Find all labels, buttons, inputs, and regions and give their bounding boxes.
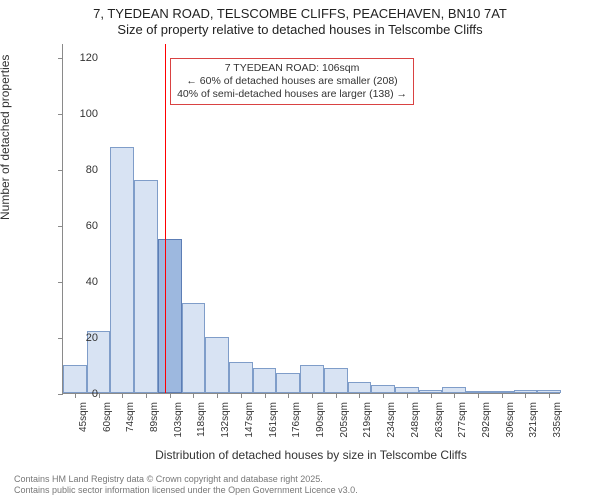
plot-area: 7 TYEDEAN ROAD: 106sqm← 60% of detached … — [62, 44, 560, 394]
xtick-label: 132sqm — [220, 402, 231, 438]
histogram-bar — [205, 337, 229, 393]
chart-container: 7, TYEDEAN ROAD, TELSCOMBE CLIFFS, PEACE… — [14, 6, 586, 39]
histogram-bar — [276, 373, 300, 393]
xtick-label: 161sqm — [268, 402, 279, 438]
ytick-mark — [58, 58, 63, 59]
xtick-mark — [478, 393, 479, 398]
ytick-label: 20 — [64, 332, 98, 344]
xtick-label: 176sqm — [291, 402, 302, 438]
ytick-label: 0 — [64, 388, 98, 400]
xtick-label: 292sqm — [481, 402, 492, 438]
annotation-box: 7 TYEDEAN ROAD: 106sqm← 60% of detached … — [170, 58, 414, 105]
ytick-mark — [58, 170, 63, 171]
ytick-mark — [58, 226, 63, 227]
histogram-bar — [253, 368, 277, 393]
ytick-label: 100 — [64, 108, 98, 120]
reference-line — [165, 44, 166, 393]
xtick-mark — [170, 393, 171, 398]
ytick-label: 120 — [64, 52, 98, 64]
histogram-bar — [158, 239, 182, 393]
ytick-label: 40 — [64, 276, 98, 288]
chart-title-line2: Size of property relative to detached ho… — [14, 22, 586, 38]
histogram-bar — [371, 385, 395, 393]
annotation-line3: 40% of semi-detached houses are larger (… — [177, 88, 407, 101]
xtick-label: 277sqm — [457, 402, 468, 438]
xtick-mark — [431, 393, 432, 398]
xtick-mark — [454, 393, 455, 398]
ytick-mark — [58, 394, 63, 395]
xtick-label: 45sqm — [78, 402, 89, 432]
xtick-mark — [146, 393, 147, 398]
xtick-mark — [549, 393, 550, 398]
xtick-mark — [99, 393, 100, 398]
xtick-label: 219sqm — [362, 402, 373, 438]
xtick-mark — [502, 393, 503, 398]
ytick-mark — [58, 338, 63, 339]
xtick-mark — [241, 393, 242, 398]
xtick-label: 147sqm — [244, 402, 255, 438]
xtick-mark — [122, 393, 123, 398]
x-axis-label: Distribution of detached houses by size … — [62, 448, 560, 462]
xtick-mark — [288, 393, 289, 398]
xtick-mark — [359, 393, 360, 398]
ytick-mark — [58, 114, 63, 115]
xtick-label: 248sqm — [410, 402, 421, 438]
histogram-bar — [348, 382, 372, 393]
histogram-bar — [300, 365, 324, 393]
xtick-label: 306sqm — [505, 402, 516, 438]
footer-attribution: Contains HM Land Registry data © Crown c… — [14, 474, 358, 497]
xtick-mark — [525, 393, 526, 398]
xtick-label: 205sqm — [339, 402, 350, 438]
xtick-mark — [407, 393, 408, 398]
xtick-label: 118sqm — [196, 402, 207, 437]
xtick-mark — [193, 393, 194, 398]
xtick-label: 103sqm — [173, 402, 184, 438]
chart-title-line1: 7, TYEDEAN ROAD, TELSCOMBE CLIFFS, PEACE… — [14, 6, 586, 22]
xtick-label: 60sqm — [102, 402, 113, 432]
histogram-bar — [110, 147, 134, 393]
xtick-label: 89sqm — [149, 402, 160, 432]
xtick-label: 190sqm — [315, 402, 326, 438]
ytick-label: 60 — [64, 220, 98, 232]
annotation-line2: ← 60% of detached houses are smaller (20… — [177, 75, 407, 88]
xtick-mark — [312, 393, 313, 398]
histogram-bar — [182, 303, 206, 393]
xtick-mark — [383, 393, 384, 398]
ytick-mark — [58, 282, 63, 283]
histogram-bar — [134, 180, 158, 393]
ytick-label: 80 — [64, 164, 98, 176]
histogram-bar — [229, 362, 253, 393]
xtick-label: 74sqm — [125, 402, 136, 432]
histogram-bar — [324, 368, 348, 393]
y-axis-label: Number of detached properties — [0, 55, 12, 220]
xtick-label: 234sqm — [386, 402, 397, 438]
xtick-mark — [217, 393, 218, 398]
xtick-label: 321sqm — [528, 402, 539, 438]
footer-line2: Contains public sector information licen… — [14, 485, 358, 496]
xtick-mark — [265, 393, 266, 398]
xtick-mark — [336, 393, 337, 398]
annotation-line1: 7 TYEDEAN ROAD: 106sqm — [177, 62, 407, 75]
xtick-label: 335sqm — [552, 402, 563, 438]
footer-line1: Contains HM Land Registry data © Crown c… — [14, 474, 358, 485]
xtick-label: 263sqm — [434, 402, 445, 438]
